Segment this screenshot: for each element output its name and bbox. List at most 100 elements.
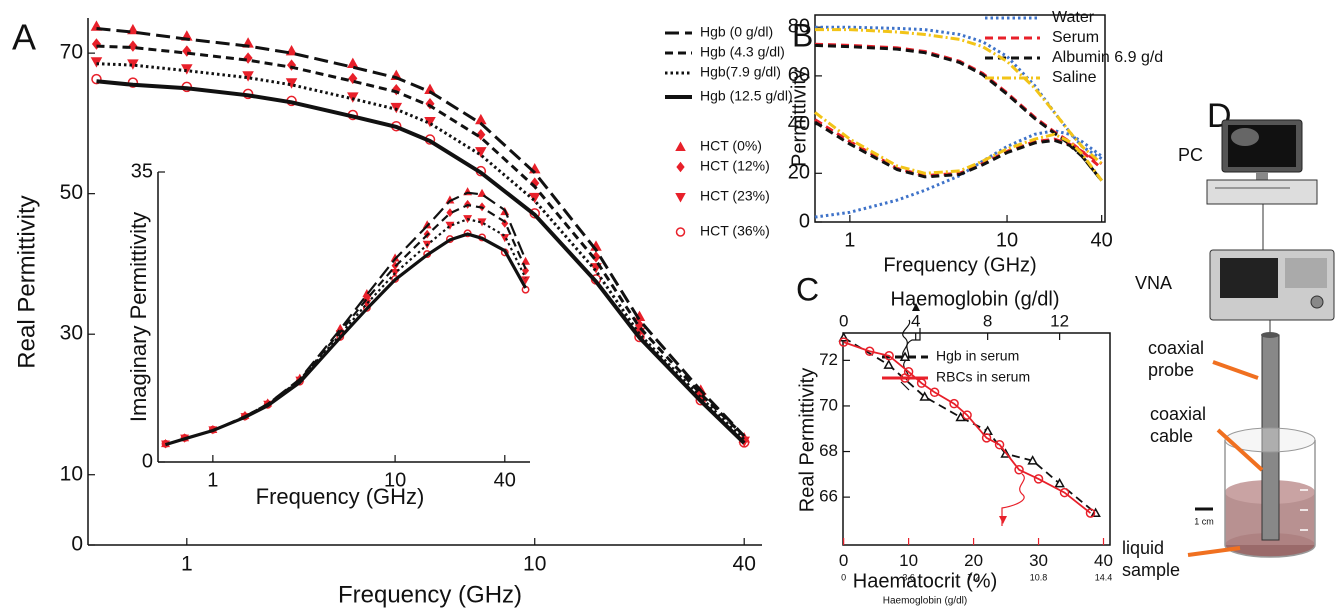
x-tick-label: 40 [733, 552, 756, 575]
series-line [165, 203, 527, 446]
data-point [982, 425, 993, 435]
x-tick-label: 10 [523, 552, 546, 575]
data-point [1054, 477, 1065, 488]
data-point [864, 346, 875, 356]
beaker-scale [1300, 469, 1308, 531]
legend-label: HCT (36%) [700, 223, 770, 239]
legend-label: Hgb(7.9 g/dl) [700, 64, 781, 80]
legend-label: Serum [1052, 29, 1099, 46]
data-point [1027, 455, 1038, 465]
series-line [96, 44, 746, 438]
series-line [96, 27, 746, 438]
x2-tick-label: 8 [983, 311, 992, 330]
data-point [128, 40, 138, 52]
x-tick-sublabel: 10.8 [1030, 572, 1048, 582]
data-point [1014, 465, 1024, 475]
data-point [521, 276, 531, 285]
data-point [347, 92, 359, 103]
x-axis-label: Frequency (GHz) [338, 581, 522, 608]
legend-label: Saline [1052, 69, 1097, 86]
x-axis-sublabel: Haemoglobin (g/dl) [883, 596, 968, 607]
plot-frame [842, 332, 1111, 546]
legend-label: HCT (0%) [700, 138, 762, 154]
sample-label: liquid [1122, 538, 1164, 558]
legend-marker [675, 141, 686, 151]
legend-label: Water [1052, 9, 1095, 26]
probe-label: probe [1148, 360, 1194, 380]
data-point [445, 221, 455, 230]
series-line [814, 111, 1103, 182]
y-tick-label: 68 [819, 441, 838, 460]
data-point [1059, 487, 1070, 498]
data-point [955, 411, 966, 422]
pc-label: PC [1178, 145, 1203, 165]
x2-tick-label: 0 [839, 311, 848, 330]
series-line [96, 79, 746, 445]
pointer-arrows [1187, 360, 1264, 557]
y-tick-label: 0 [71, 533, 83, 556]
x-tick-label: 40 [1094, 551, 1113, 570]
legend-marker [675, 227, 686, 237]
legend-marker [899, 351, 911, 361]
probe-label: coaxial [1148, 338, 1204, 358]
vna-keys [1285, 258, 1327, 288]
series-line [165, 232, 527, 447]
legend-label: Hgb in serum [936, 348, 1019, 364]
data-point [883, 359, 894, 369]
y-axis-label: Permittivity [788, 69, 810, 167]
panel-d: D PC VNA 1 cm coaxial probe coaxial cabl… [1122, 97, 1335, 580]
data-point [390, 102, 403, 114]
legend-label: HCT (23%) [700, 188, 770, 204]
y-tick-label: 10 [60, 462, 83, 485]
panel-letter: B [792, 17, 813, 53]
y-tick-label: 60 [788, 64, 810, 86]
data-point [994, 439, 1005, 450]
y-axis-label: Real Permittivity [796, 368, 818, 512]
data-point [348, 72, 358, 85]
cable-label: cable [1150, 426, 1193, 446]
y-tick-label: 20 [788, 162, 810, 184]
y-tick-label: 0 [142, 450, 153, 472]
monitor-stand [1256, 172, 1268, 180]
series-line [96, 62, 746, 441]
annotation-arrow [1001, 473, 1025, 526]
data-point [838, 337, 849, 347]
cable-label: coaxial [1150, 404, 1206, 424]
probe-top [1261, 332, 1279, 338]
data-point [949, 398, 959, 409]
legend-marker [676, 161, 685, 173]
x-tick-label: 1 [844, 229, 855, 251]
x-tick-label: 1 [207, 469, 218, 491]
legend-label: Hgb (4.3 g/dl) [700, 44, 785, 60]
data-point [347, 57, 359, 69]
vna-screen [1220, 258, 1278, 298]
x2-tick-label: 12 [1050, 311, 1069, 330]
y-tick-label: 70 [60, 41, 83, 64]
beaker-rim [1224, 427, 1316, 453]
data-point [476, 128, 486, 141]
y-tick-label: 40 [788, 113, 810, 135]
scale-label: 1 cm [1194, 516, 1214, 526]
legend-label: Hgb (0 g/dl) [700, 24, 773, 40]
x-tick-label: 10 [996, 229, 1018, 251]
series-line [814, 120, 1103, 182]
x-axis-label: Frequency (GHz) [256, 484, 425, 509]
data-point [446, 208, 454, 218]
data-point [477, 188, 487, 197]
y-tick-label: 70 [819, 395, 838, 414]
data-point [528, 192, 541, 204]
legend-label: HCT (12%) [700, 158, 770, 174]
panel-c-annotations [900, 303, 1025, 526]
y-tick-label: 0 [799, 210, 810, 232]
x-tick-sublabel: 7.2 [967, 572, 980, 582]
data-point [1033, 474, 1044, 484]
y-tick-label: 80 [788, 15, 810, 37]
y-tick-label: 72 [819, 350, 838, 369]
data-point [522, 266, 530, 276]
series-line [814, 118, 1103, 178]
data-point [243, 52, 253, 64]
data-point [919, 391, 930, 401]
series-line [815, 28, 1103, 165]
